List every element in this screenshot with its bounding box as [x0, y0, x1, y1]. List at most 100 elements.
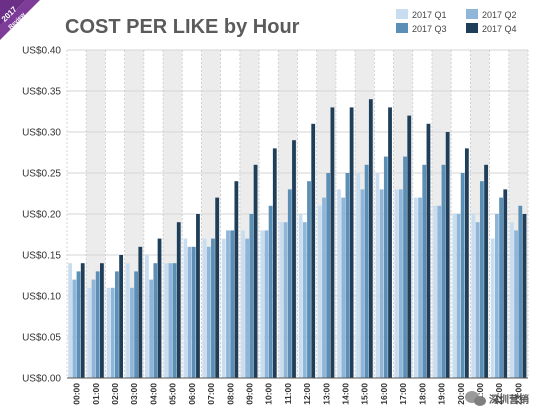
bar-2017-q1-06:00 [183, 238, 188, 378]
x-tick-label: 22:00 [494, 383, 504, 405]
bar-2017-q4-09:00 [253, 164, 258, 378]
watermark: 深圳营销 [465, 391, 529, 406]
bar-2017-q2-13:00 [322, 197, 326, 378]
bar-2017-q2-17:00 [398, 189, 403, 378]
bar-2017-q2-08:00 [226, 230, 230, 378]
bar-2017-q1-16:00 [375, 173, 380, 378]
x-tick-label: 23:00 [513, 383, 523, 405]
bar-2017-q1-15:00 [356, 173, 361, 378]
bar-2017-q1-20:00 [452, 214, 457, 378]
x-tick-label: 13:00 [321, 383, 331, 405]
bar-2017-q4-19:00 [445, 132, 450, 378]
x-tick-label: 11:00 [283, 383, 293, 405]
review-ribbon: 2017 Review [0, 0, 40, 40]
bar-2017-q2-05:00 [168, 263, 173, 378]
bar-2017-q4-16:00 [388, 107, 392, 379]
bar-2017-q4-12:00 [311, 123, 316, 378]
x-tick-label: 10:00 [264, 383, 274, 405]
bar-2017-q3-13:00 [326, 173, 331, 378]
bar-2017-q4-21:00 [484, 164, 488, 378]
bar-2017-q1-12:00 [298, 214, 303, 378]
y-tick-label: US$0.00 [22, 374, 61, 385]
bar-2017-q2-16:00 [379, 189, 384, 378]
bar-2017-q3-17:00 [403, 156, 407, 378]
legend-label-q2: 2017 Q2 [482, 10, 517, 20]
x-tick-label: 08:00 [225, 383, 235, 405]
x-tick-label: 03:00 [129, 383, 139, 405]
bar-2017-q3-02:00 [115, 271, 119, 378]
bar-2017-q3-14:00 [345, 173, 350, 378]
y-tick-label: US$0.40 [22, 46, 61, 57]
bar-2017-q4-08:00 [234, 181, 239, 378]
bar-2017-q3-05:00 [172, 263, 177, 378]
bar-2017-q2-07:00 [206, 246, 211, 378]
bar-2017-q4-03:00 [138, 246, 143, 378]
legend-label-q3: 2017 Q3 [412, 24, 447, 34]
bar-2017-q4-17:00 [407, 115, 412, 378]
bar-2017-q2-21:00 [475, 222, 480, 378]
x-tick-label: 20:00 [456, 383, 466, 405]
bar-2017-q3-23:00 [518, 205, 523, 378]
x-tick-label: 17:00 [398, 383, 408, 405]
bar-2017-q3-16:00 [383, 156, 388, 378]
legend-label-q1: 2017 Q1 [412, 10, 447, 20]
bar-2017-q1-14:00 [337, 189, 341, 378]
bar-2017-q1-11:00 [279, 222, 284, 378]
bar-2017-q3-10:00 [268, 205, 273, 378]
bar-2017-q1-21:00 [471, 214, 476, 378]
bar-2017-q4-18:00 [426, 123, 431, 378]
bar-2017-q2-04:00 [149, 279, 154, 378]
x-tick-label: 09:00 [244, 383, 254, 405]
bar-2017-q3-01:00 [95, 271, 100, 378]
bar-2017-q2-18:00 [418, 197, 422, 378]
bar-2017-q1-02:00 [106, 287, 111, 378]
legend-label-q4: 2017 Q4 [482, 24, 517, 34]
bar-2017-q1-00:00 [68, 263, 72, 378]
bar-2017-q2-15:00 [360, 189, 365, 378]
x-tick-label: 21:00 [475, 383, 485, 405]
bar-2017-q3-08:00 [230, 230, 235, 378]
bar-2017-q3-12:00 [307, 181, 311, 378]
bar-2017-q1-09:00 [241, 230, 245, 378]
bar-2017-q3-15:00 [364, 164, 369, 378]
bar-2017-q4-14:00 [349, 107, 354, 379]
bar-2017-q4-22:00 [503, 189, 508, 378]
x-tick-label: 02:00 [110, 383, 120, 405]
bar-2017-q3-20:00 [460, 173, 465, 378]
x-tick-label: 06:00 [187, 383, 197, 405]
bar-2017-q4-01:00 [100, 263, 104, 378]
y-tick-label: US$0.30 [22, 128, 61, 139]
x-tick-label: 16:00 [379, 383, 389, 405]
bar-2017-q1-04:00 [145, 255, 149, 378]
x-tick-label: 04:00 [148, 383, 158, 405]
bar-2017-q1-13:00 [317, 205, 322, 378]
x-tick-label: 05:00 [168, 383, 178, 405]
bar-2017-q2-01:00 [91, 279, 96, 378]
bar-2017-q4-00:00 [80, 263, 85, 378]
bars [68, 99, 527, 379]
bar-2017-q4-11:00 [292, 140, 296, 378]
bar-2017-q1-17:00 [394, 189, 399, 378]
y-tick-label: US$0.20 [22, 210, 61, 221]
bar-2017-q3-21:00 [479, 181, 484, 378]
bar-2017-q1-22:00 [490, 238, 495, 378]
bar-2017-q3-07:00 [211, 238, 215, 378]
bar-2017-q2-23:00 [514, 230, 518, 378]
x-tick-label: 12:00 [302, 383, 312, 405]
gridlines [66, 49, 529, 378]
legend-swatch-q1 [396, 9, 408, 19]
x-axis-ticks: 00:00 01:00 02:00 03:00 04:00 05:00 06:00 07:00… [72, 383, 524, 405]
bar-2017-q4-10:00 [272, 148, 277, 378]
y-tick-label: US$0.05 [22, 333, 61, 344]
bar-2017-q2-00:00 [72, 279, 77, 378]
bar-2017-q2-06:00 [187, 246, 192, 378]
x-tick-label: 00:00 [72, 383, 82, 405]
x-tick-label: 18:00 [417, 383, 427, 405]
bar-2017-q2-11:00 [283, 222, 288, 378]
x-tick-label: 14:00 [341, 383, 351, 405]
bar-2017-q1-23:00 [509, 222, 514, 378]
bar-2017-q2-20:00 [456, 214, 461, 378]
bar-2017-q3-00:00 [76, 271, 81, 378]
bar-2017-q4-07:00 [215, 197, 220, 378]
